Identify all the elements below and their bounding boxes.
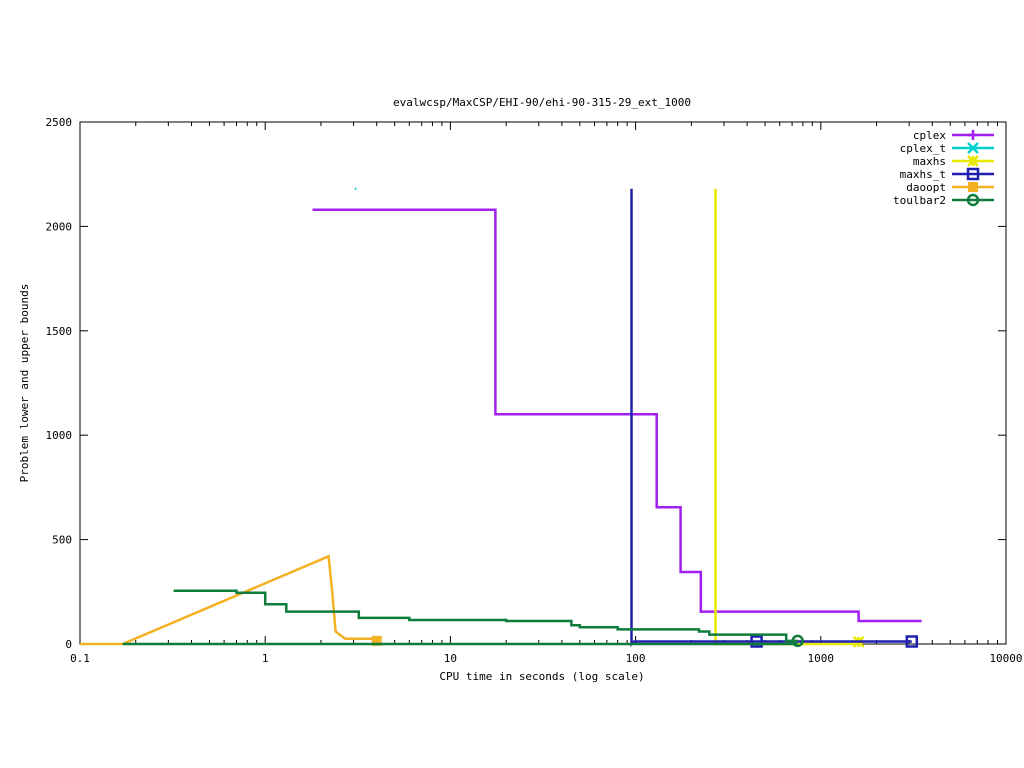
y-axis-label: Problem lower and upper bounds — [18, 284, 31, 483]
maxhs_t-line — [630, 188, 912, 648]
legend-label-maxhs: maxhs — [913, 155, 946, 168]
tick-marks: 0.1 1 10 100 1000 10000 0 500 1000 1500 2000 2500 — [46, 116, 1023, 665]
y-tick-label: 2000 — [46, 220, 73, 233]
toulbar2-marker — [791, 634, 804, 648]
legend-marker-toulbar2 — [966, 193, 980, 207]
chart-title: evalwcsp/MaxCSP/EHI-90/ehi-90-315-29_ext… — [393, 96, 691, 109]
legend-marker-maxhs — [967, 155, 979, 167]
x-tick-label: 10 — [444, 652, 457, 665]
y-tick-label: 1500 — [46, 325, 73, 338]
maxhs-line — [714, 188, 862, 646]
x-tick-label: 1 — [262, 652, 269, 665]
legend-marker-maxhs_t — [966, 167, 980, 181]
y-tick-label: 1000 — [46, 429, 73, 442]
legend-label-cplex: cplex — [913, 129, 946, 142]
x-tick-label: 100 — [626, 652, 646, 665]
y-tick-label: 2500 — [46, 116, 73, 129]
series-maxhs_t — [630, 188, 919, 648]
y-tick-label: 500 — [52, 534, 72, 547]
legend-label-toulbar2: toulbar2 — [893, 194, 946, 207]
series-maxhs — [714, 188, 865, 648]
cplex-line — [312, 208, 922, 623]
toulbar2-line — [173, 589, 798, 643]
axes-frame — [79, 121, 1007, 645]
x-tick-label: 1000 — [808, 652, 835, 665]
x-axis-label: CPU time in seconds (log scale) — [439, 670, 644, 683]
daoopt-marker — [371, 635, 382, 646]
x-tick-label: 0.1 — [70, 652, 90, 665]
plot-frame — [79, 121, 1007, 645]
maxhs_t-marker — [905, 635, 919, 648]
x-tick-label: 10000 — [989, 652, 1022, 665]
legend-label-cplex_t: cplex_t — [900, 142, 946, 155]
legend-label-daoopt: daoopt — [906, 181, 946, 194]
legend-marker-daoopt — [968, 182, 978, 192]
maxhs_t-marker — [750, 635, 763, 648]
series-toulbar2 — [122, 589, 804, 648]
legend-label-maxhs_t: maxhs_t — [900, 168, 946, 181]
legend-marker-cplex_t — [967, 142, 979, 154]
series-daoopt — [80, 554, 382, 646]
y-tick-label: 0 — [65, 638, 72, 651]
series-cplex — [312, 208, 922, 623]
legend-marker-cplex — [968, 130, 978, 140]
series-layer — [80, 187, 922, 648]
daoopt-line — [80, 554, 377, 646]
